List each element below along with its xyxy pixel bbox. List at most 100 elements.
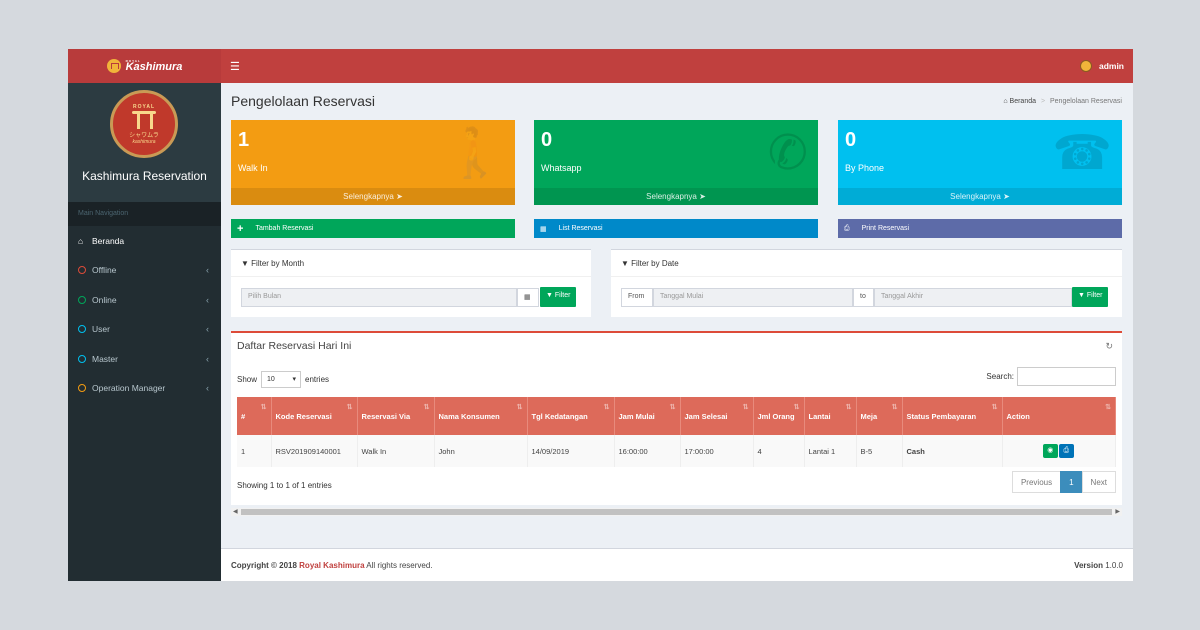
sort-icon: ⇅ [260,404,267,411]
sort-icon: ⇅ [346,404,353,411]
stat-more-link[interactable]: Selengkapnya ➤ [838,188,1122,205]
entries-select[interactable]: 10 [261,371,302,388]
search-label: Search: [986,372,1014,381]
sort-icon: ⇅ [603,404,610,411]
nav-header: Main Navigation [68,202,221,226]
table-cell: John [434,435,528,467]
stat-more-label: Selengkapnya [646,192,697,201]
user-panel: ROYAL シャワムラ kashimura Kashimura Reservat… [68,83,221,202]
sort-icon: ⇅ [991,404,998,411]
column-header[interactable]: Tgl Kedatangan ⇅ [527,397,615,435]
stat-box-by-phone: 0 By Phone ☎ Selengkapnya ➤ [838,120,1122,205]
filter-by-month-panel: ▼ Filter by Month Pilih Bulan ▦ ▼ Filter [231,249,591,317]
add-reservation-button[interactable]: + Tambah Reservasi [231,219,515,238]
table-cell: 1 [237,435,272,467]
stat-more-link[interactable]: Selengkapnya ➤ [534,188,818,205]
sort-icon: ⇅ [742,404,749,411]
menu-toggle-icon[interactable]: ☰ [230,60,240,73]
sidebar-item-user[interactable]: User ‹ [68,315,221,345]
circle-icon [78,295,86,304]
sidebar-item-online[interactable]: Online ‹ [68,285,221,315]
calendar-icon: ▦ [540,225,547,233]
scroll-left-icon[interactable]: ◀ [233,509,238,515]
breadcrumb-home[interactable]: Beranda [1009,98,1036,105]
stat-box-walk-in: 1 Walk In 🚶 Selengkapnya ➤ [231,120,515,205]
table-cell: Walk In [357,435,435,467]
calendar-icon[interactable]: ▦ [517,288,539,307]
table-cell: Cash [902,435,1003,467]
column-header[interactable]: Nama Konsumen ⇅ [434,397,528,435]
show-label: Show [237,375,258,384]
month-input[interactable]: Pilih Bulan [241,288,517,307]
plus-icon: + [237,222,244,235]
column-header[interactable]: # ⇅ [237,397,272,435]
filter-button-label: Filter [554,292,571,299]
print-button[interactable]: ⎙ [1058,444,1074,458]
column-header[interactable]: Reservasi Via ⇅ [357,397,435,435]
pagination-page[interactable]: 1 [1060,471,1083,493]
logo[interactable]: ROYAL Kashimura [68,49,221,83]
sidebar-item-operation-manager[interactable]: Operation Manager ‹ [68,374,221,404]
from-label: From [621,288,653,307]
horizontal-scrollbar[interactable]: ◀ ▶ [231,508,1122,516]
print-icon: ⎙ [844,224,850,232]
column-header[interactable]: Meja ⇅ [856,397,903,435]
column-header[interactable]: Jam Mulai ⇅ [614,397,681,435]
user-menu[interactable]: admin [1079,60,1124,72]
filter-button-label: Filter [1086,292,1103,299]
filter-icon: ▼ [621,259,629,268]
end-date-input[interactable]: Tanggal Akhir [874,288,1072,307]
reservation-table-panel: Daftar Reservasi Hari Ini ↻ Show 10 entr… [231,331,1122,505]
stat-box-whatsapp: 0 Whatsapp ✆ Selengkapnya ➤ [534,120,818,205]
chevron-left-icon: ‹ [206,294,209,305]
column-header[interactable]: Lantai ⇅ [804,397,857,435]
print-reservation-button[interactable]: ⎙ Print Reservasi [838,219,1122,238]
walking-person-icon: 🚶 [445,127,505,180]
sidebar-item-master[interactable]: Master ‹ [68,344,221,374]
copyright-text: Copyright © 2018 [231,560,297,570]
filter-by-month-title: Filter by Month [251,259,305,268]
home-icon: ⌂ [78,235,84,246]
column-header[interactable]: Jml Orang ⇅ [753,397,805,435]
scroll-right-icon[interactable]: ▶ [1115,509,1120,515]
add-reservation-label: Tambah Reservasi [255,225,314,232]
filter-by-date-title: Filter by Date [631,259,679,268]
start-date-input[interactable]: Tanggal Mulai [653,288,853,307]
stat-label: Whatsapp [541,163,582,173]
chevron-left-icon: ‹ [206,353,209,364]
reservation-table: # ⇅ Kode Reservasi ⇅ Reservasi Via ⇅ Nama K… [237,397,1116,467]
whatsapp-icon: ✆ [767,127,808,180]
footer-brand-link[interactable]: Royal Kashimura [299,560,365,570]
entries-label: entries [305,375,330,384]
column-header[interactable]: Kode Reservasi ⇅ [271,397,358,435]
filter-month-button[interactable]: ▼ Filter [540,287,577,307]
version-number: 1.0.0 [1105,560,1123,570]
pagination-previous[interactable]: Previous [1011,471,1062,493]
footer: Copyright © 2018 Royal Kashimura All rig… [221,548,1133,581]
column-header[interactable]: Status Pembayaran ⇅ [902,397,1003,435]
stat-value: 0 [845,129,857,151]
pagination-next[interactable]: Next [1081,471,1116,493]
refresh-icon[interactable]: ↻ [1105,341,1113,351]
filter-date-button[interactable]: ▼ Filter [1072,287,1109,307]
pagination: Previous 1 Next [1011,471,1116,493]
sort-icon: ⇅ [423,404,430,411]
emblem-kana: シャワムラ [129,132,159,139]
sort-icon: ⇅ [845,404,852,411]
view-button[interactable]: ◉ [1042,444,1058,458]
sidebar-item-beranda[interactable]: ⌂ Beranda [68,226,221,256]
stat-value: 1 [238,129,250,151]
top-navbar: ☰ admin [221,49,1133,83]
column-header[interactable]: Action ⇅ [1002,397,1116,435]
search-input[interactable] [1017,367,1116,386]
list-reservation-button[interactable]: ▦ List Reservasi [534,219,818,238]
sidebar-item-label: Operation Manager [92,383,166,394]
filter-icon: ▼ [546,292,553,299]
column-header[interactable]: Jam Selesai ⇅ [680,397,754,435]
scrollbar-thumb[interactable] [241,509,1112,515]
circle-icon [78,266,86,275]
circle-icon [78,325,86,334]
stat-more-link[interactable]: Selengkapnya ➤ [231,188,515,205]
table-title: Daftar Reservasi Hari Ini [237,340,352,352]
sidebar-item-offline[interactable]: Offline ‹ [68,256,221,286]
